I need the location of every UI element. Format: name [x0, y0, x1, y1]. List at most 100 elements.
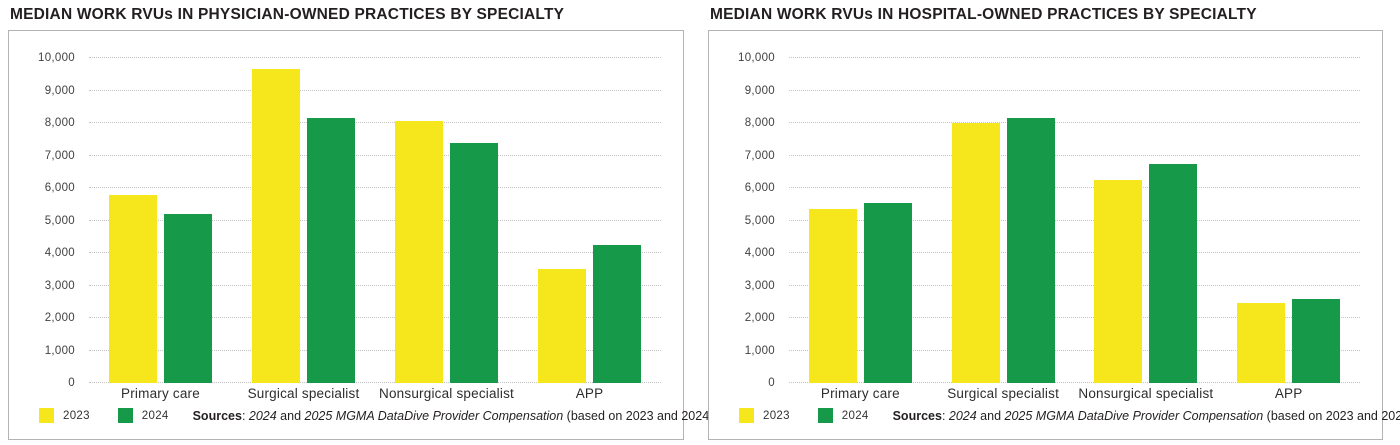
bar-nonsurgical-specialist-2024 — [1149, 163, 1198, 383]
y-tick-label-4-000: 4,000 — [44, 247, 75, 259]
bar-nonsurgical-specialist-2023 — [395, 121, 443, 383]
x-axis-label-app: APP — [575, 386, 604, 401]
bar-group-app — [518, 58, 661, 383]
sources-colon: : — [241, 408, 249, 423]
plot-area — [89, 57, 661, 383]
gridline-9-000 — [89, 89, 661, 91]
sources-edition-2024: 2024 — [248, 408, 277, 423]
bar-primary-care-2024 — [863, 202, 912, 383]
y-tick-label-6-000: 6,000 — [744, 182, 775, 194]
bar-primary-care-2023 — [109, 194, 157, 383]
x-axis-label-surgical-specialist: Surgical specialist — [247, 386, 360, 401]
bar-group-app — [1217, 58, 1360, 383]
bar-app-2024 — [593, 244, 641, 383]
gridline-7-000 — [789, 154, 1360, 156]
x-axis-label-primary-care: Primary care — [121, 386, 200, 401]
sources-edition-2024: 2024 — [948, 408, 977, 423]
y-tick-label-3-000: 3,000 — [744, 279, 775, 292]
gridline-0 — [89, 382, 661, 383]
gridline-6-000 — [789, 187, 1360, 188]
chart-title-physician-owned: MEDIAN WORK RVUs IN PHYSICIAN-OWNED PRAC… — [10, 6, 565, 23]
plot-row: 0 1,000 2,000 3,000 4,000 5,000 6,000 7,000 8,00… — [9, 52, 683, 389]
gridline-4-000 — [89, 252, 661, 253]
gridline-3-000 — [89, 284, 661, 286]
y-axis: 0 1,000 2,000 3,000 4,000 5,000 6,000 7,000 8,00… — [9, 52, 89, 389]
gridline-10-000 — [89, 57, 661, 58]
y-axis: 0 1,000 2,000 3,000 4,000 5,000 6,000 7,000 8,00… — [709, 52, 789, 389]
bar-nonsurgical-specialist-2024 — [450, 142, 498, 383]
bar-app-2024 — [1292, 298, 1341, 383]
sources-label: Sources — [192, 408, 242, 423]
legend-label-2024: 2024 — [841, 409, 869, 422]
y-tick-label-7-000: 7,000 — [744, 149, 775, 162]
sources-publication: 2025 MGMA DataDive Provider Compensation — [304, 408, 564, 423]
gridline-10-000 — [789, 57, 1360, 58]
gridline-9-000 — [789, 89, 1360, 91]
y-tick-label-8-000: 8,000 — [744, 117, 775, 129]
legend-label-2023: 2023 — [763, 409, 790, 422]
x-axis-label-nonsurgical-specialist: Nonsurgical specialist — [379, 386, 514, 401]
gridline-8-000 — [89, 122, 661, 123]
y-tick-label-0: 0 — [768, 377, 775, 389]
y-tick-label-0: 0 — [68, 377, 75, 389]
y-tick-label-6-000: 6,000 — [44, 182, 75, 194]
plot-row: 0 1,000 2,000 3,000 4,000 5,000 6,000 7,000 8,00… — [709, 52, 1382, 389]
gridline-5-000 — [789, 219, 1360, 221]
y-tick-label-3-000: 3,000 — [44, 279, 75, 292]
bar-group-primary-care — [89, 58, 232, 383]
legend-swatch-2023 — [39, 408, 54, 423]
gridline-4-000 — [789, 252, 1360, 253]
sources-note: Sources: 2024 and 2025 MGMA DataDive Pro… — [193, 409, 742, 423]
y-tick-label-2-000: 2,000 — [744, 312, 775, 324]
bar-primary-care-2023 — [808, 209, 857, 383]
x-axis-label-app: APP — [1274, 386, 1303, 401]
y-tick-label-4-000: 4,000 — [744, 247, 775, 259]
bar-app-2023 — [1237, 303, 1286, 383]
gridline-5-000 — [89, 219, 661, 221]
y-tick-label-5-000: 5,000 — [744, 214, 775, 227]
y-tick-label-2-000: 2,000 — [44, 312, 75, 324]
bar-group-primary-care — [789, 58, 932, 383]
physician-owned-chart: MEDIAN WORK RVUs IN PHYSICIAN-OWNED PRAC… — [8, 0, 741, 440]
legend-label-2024: 2024 — [141, 409, 169, 422]
legend-swatch-2024 — [117, 408, 133, 423]
gridline-8-000 — [789, 122, 1360, 123]
sources-and: and — [276, 408, 305, 423]
y-tick-label-10-000: 10,000 — [38, 52, 75, 64]
gridline-2-000 — [789, 317, 1360, 318]
x-axis-label-nonsurgical-specialist: Nonsurgical specialist — [1078, 386, 1214, 401]
plot-area — [789, 57, 1360, 383]
legend-swatch-2023 — [739, 408, 754, 423]
sources-tail: (based on 2023 and 2024 data) — [1266, 408, 1400, 423]
chart-panel-hospital-owned: 0 1,000 2,000 3,000 4,000 5,000 6,000 7,000 8,00… — [708, 30, 1400, 440]
gridline-0 — [789, 382, 1360, 383]
bar-group-surgical-specialist — [932, 58, 1075, 383]
gridline-1-000 — [789, 349, 1360, 351]
chart-title-hospital-owned: MEDIAN WORK RVUs IN HOSPITAL-OWNED PRACT… — [710, 6, 1257, 23]
sources-publication: 2025 MGMA DataDive Provider Compensation — [1004, 408, 1264, 423]
bar-nonsurgical-specialist-2023 — [1094, 179, 1143, 383]
y-tick-label-9-000: 9,000 — [44, 84, 75, 97]
bar-group-nonsurgical-specialist — [1075, 58, 1218, 383]
y-tick-label-10-000: 10,000 — [738, 52, 775, 64]
bar-groups — [789, 58, 1360, 383]
legend-label-2023: 2023 — [63, 409, 90, 422]
x-axis-labels: Primary care Surgical specialist Nonsurgic… — [89, 383, 661, 401]
y-tick-label-1-000: 1,000 — [44, 344, 75, 357]
bar-surgical-specialist-2024 — [307, 118, 355, 383]
y-tick-label-7-000: 7,000 — [44, 149, 75, 162]
gridline-7-000 — [89, 154, 661, 156]
bar-app-2023 — [538, 269, 586, 383]
y-tick-label-9-000: 9,000 — [744, 84, 775, 97]
x-axis-label-primary-care: Primary care — [820, 386, 900, 401]
bar-groups — [89, 58, 661, 383]
bar-group-nonsurgical-specialist — [375, 58, 518, 383]
hospital-owned-chart: MEDIAN WORK RVUs IN HOSPITAL-OWNED PRACT… — [708, 0, 1400, 440]
gridline-6-000 — [89, 187, 661, 188]
y-tick-label-5-000: 5,000 — [44, 214, 75, 227]
bar-surgical-specialist-2024 — [1006, 118, 1055, 383]
legend: 2023 2024 Sources: 2024 and 2025 MGMA Da… — [39, 408, 741, 423]
sources-note: Sources: 2024 and 2025 MGMA DataDive Pro… — [893, 409, 1400, 423]
sources-and: and — [976, 408, 1005, 423]
